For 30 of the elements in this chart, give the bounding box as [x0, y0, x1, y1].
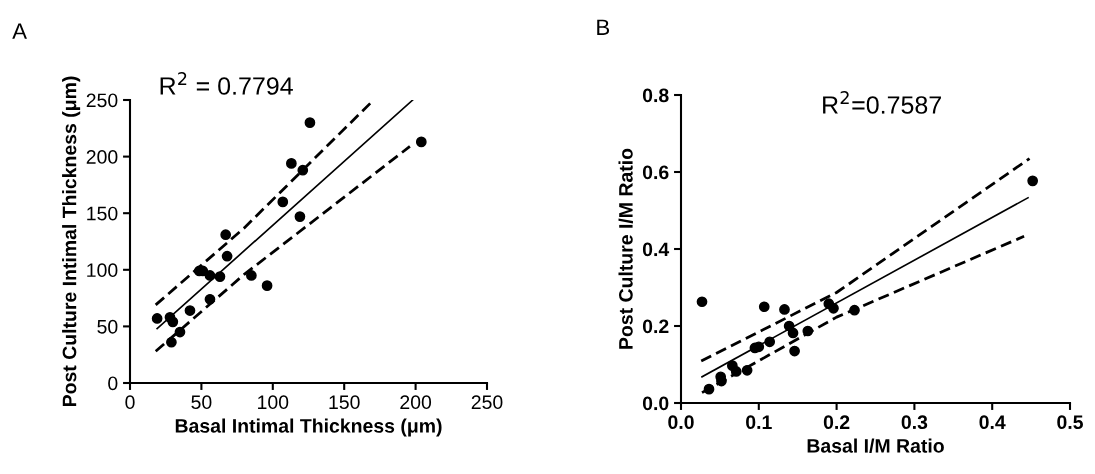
x-axis-title: Basal I/M Ratio [807, 438, 944, 453]
x-tick-label: 0 [125, 395, 135, 410]
chart-title: A [12, 23, 27, 39]
y-tick-label: 50 [97, 319, 118, 334]
x-tick-label: 50 [191, 395, 212, 410]
x-tick-label: 200 [400, 395, 432, 410]
y-tick-label: 0 [108, 376, 118, 391]
text: R$^{2}$ = 0.7794 [160, 72, 293, 95]
x-tick-label: 0.5 [1057, 415, 1083, 430]
annotation: R$^{2}$=0.7587 [823, 91, 941, 114]
chart-title: B [597, 19, 610, 35]
y-tick-label: 150 [87, 206, 118, 221]
y-tick-label: 200 [86, 150, 118, 164]
y-tick-label: 250 [86, 93, 118, 108]
y-tick-label: 100 [87, 263, 118, 278]
x-axis-title: Basal Intimal Thickness (μm) [175, 418, 442, 437]
y-tick-label: 0.8 [642, 88, 669, 103]
x-tick-label: 250 [471, 395, 503, 410]
x-tick-label: 100 [258, 395, 289, 410]
x-tick-label: 150 [329, 395, 360, 410]
x-tick-label: 0.0 [668, 415, 694, 430]
x-tick-label: 0.2 [823, 415, 850, 430]
y-axis-title: Post Culture Intimal Thickness (μm) [62, 76, 81, 407]
y-tick-label: 0.6 [642, 165, 669, 180]
x-tick-label: 0.1 [746, 415, 772, 430]
x-tick-label: 0.4 [979, 415, 1006, 430]
x-tick-label: 0.3 [901, 415, 928, 430]
y-tick-label: 0.2 [642, 319, 669, 334]
y-axis-title: Post Culture I/M Ratio [618, 148, 633, 349]
y-tick-label: 0.4 [642, 242, 670, 257]
